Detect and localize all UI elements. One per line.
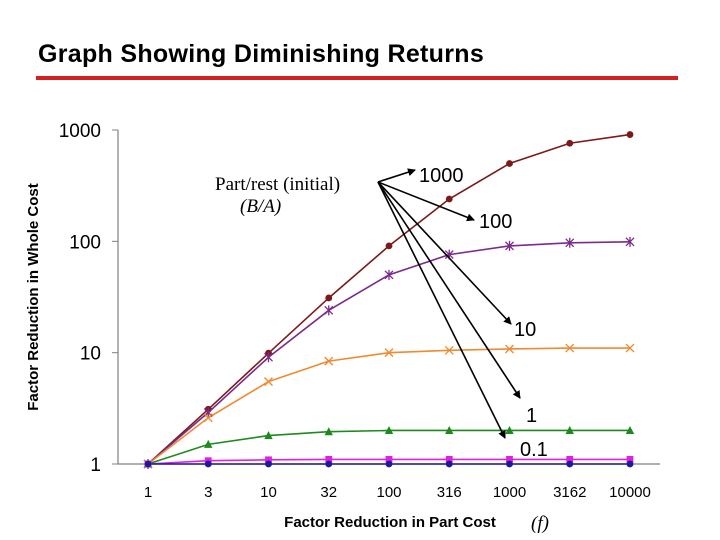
data-point	[445, 425, 454, 434]
data-point	[625, 343, 635, 353]
data-point	[626, 131, 634, 138]
data-point	[626, 460, 634, 468]
x-axis-title: Factor Reduction in Part Cost	[284, 514, 496, 531]
data-point	[325, 294, 333, 302]
data-point	[265, 460, 272, 468]
series-line	[147, 347, 630, 465]
data-point	[505, 425, 514, 434]
data-point	[566, 455, 574, 463]
series-markers	[143, 131, 635, 469]
data-point	[324, 427, 333, 436]
data-point	[506, 460, 513, 468]
data-point	[144, 460, 152, 468]
chart-labels: 1 10 100 1000 1 3 10 32 100 316 1000 3162 10000 Facto…	[25, 121, 651, 534]
annotation-arrow	[377, 181, 475, 222]
data-point	[384, 425, 394, 434]
data-point	[625, 236, 635, 247]
data-point	[565, 237, 575, 248]
data-point	[566, 460, 574, 468]
data-point	[384, 348, 394, 358]
x-tick-label: 100	[376, 484, 401, 501]
data-point	[506, 160, 513, 167]
data-point	[264, 431, 273, 440]
data-point	[505, 240, 514, 251]
y-tick-label: 1	[90, 455, 101, 476]
series-label: 100	[479, 211, 512, 233]
x-tick-label: 316	[437, 484, 462, 501]
x-tick-label: 10000	[609, 484, 651, 501]
y-tick-label: 100	[69, 232, 101, 253]
series-label: 10	[514, 319, 536, 341]
series-label: 1000	[419, 165, 464, 187]
data-point	[265, 456, 272, 464]
data-point	[505, 344, 514, 354]
annotation-arrow	[377, 168, 416, 183]
data-point	[506, 455, 513, 463]
data-point	[444, 345, 454, 355]
data-point	[385, 242, 393, 250]
data-point	[264, 377, 273, 387]
data-point	[565, 425, 574, 434]
x-tick-label: 1	[144, 484, 152, 501]
x-tick-label: 32	[320, 484, 337, 501]
annotation-arrow	[377, 181, 512, 325]
data-point	[445, 460, 453, 468]
data-point	[204, 439, 213, 448]
data-point	[566, 139, 574, 147]
x-tick-label: 3	[204, 484, 212, 501]
y-tick-label: 1000	[59, 121, 101, 142]
y-axis-title: Factor Reduction in Whole Cost	[25, 183, 42, 411]
data-point	[626, 455, 634, 463]
data-point	[324, 356, 334, 366]
data-point	[625, 425, 635, 434]
data-point	[445, 455, 453, 463]
data-point	[325, 460, 333, 468]
data-point	[324, 305, 334, 316]
data-point	[445, 195, 453, 203]
annotation-group: Part/rest (initial)(B/A)	[215, 168, 521, 439]
x-tick-label: 10	[260, 484, 277, 501]
series-label: 1	[526, 405, 537, 427]
data-point	[384, 269, 394, 280]
y-tick-label: 10	[80, 344, 101, 365]
data-point	[385, 460, 393, 468]
annotation-arrow	[377, 181, 506, 439]
annotation-label: Part/rest (initial)	[215, 174, 340, 195]
x-tick-label: 1000	[493, 484, 526, 501]
title-underline	[36, 76, 678, 80]
slide-title: Graph Showing Diminishing Returns	[38, 40, 485, 68]
x-tick-label: 3162	[553, 484, 586, 501]
data-point	[204, 460, 212, 468]
data-point	[565, 343, 575, 353]
series-label: 0.1	[520, 439, 548, 461]
data-point	[264, 352, 273, 363]
data-point	[203, 413, 213, 423]
annotation-sublabel: (B/A)	[240, 196, 281, 217]
annotation-arrow	[377, 181, 521, 399]
x-axis-symbol: (f)	[531, 513, 549, 534]
data-point	[325, 455, 333, 463]
data-point	[385, 455, 393, 463]
